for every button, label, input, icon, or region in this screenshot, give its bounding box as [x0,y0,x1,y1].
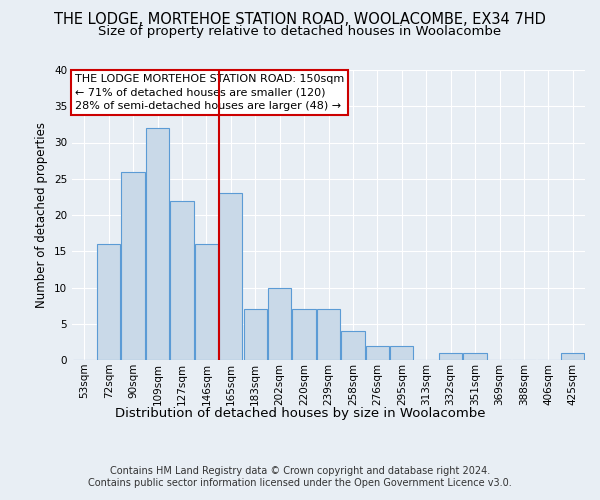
Bar [366,346,389,360]
Bar [292,309,316,360]
Bar [146,128,169,360]
Bar [195,244,218,360]
Bar [268,288,291,360]
Bar [561,353,584,360]
Text: Size of property relative to detached houses in Woolacombe: Size of property relative to detached ho… [98,25,502,38]
Bar [439,353,462,360]
Bar [341,331,365,360]
Text: Distribution of detached houses by size in Woolacombe: Distribution of detached houses by size … [115,408,485,420]
Bar [219,193,242,360]
Bar [97,244,120,360]
Text: THE LODGE MORTEHOE STATION ROAD: 150sqm
← 71% of detached houses are smaller (12: THE LODGE MORTEHOE STATION ROAD: 150sqm … [74,74,344,111]
Text: THE LODGE, MORTEHOE STATION ROAD, WOOLACOMBE, EX34 7HD: THE LODGE, MORTEHOE STATION ROAD, WOOLAC… [54,12,546,28]
Bar [121,172,145,360]
Bar [390,346,413,360]
Bar [244,309,267,360]
Bar [463,353,487,360]
Bar [317,309,340,360]
Text: Contains HM Land Registry data © Crown copyright and database right 2024.: Contains HM Land Registry data © Crown c… [110,466,490,476]
Y-axis label: Number of detached properties: Number of detached properties [35,122,49,308]
Bar [170,200,194,360]
Text: Contains public sector information licensed under the Open Government Licence v3: Contains public sector information licen… [88,478,512,488]
